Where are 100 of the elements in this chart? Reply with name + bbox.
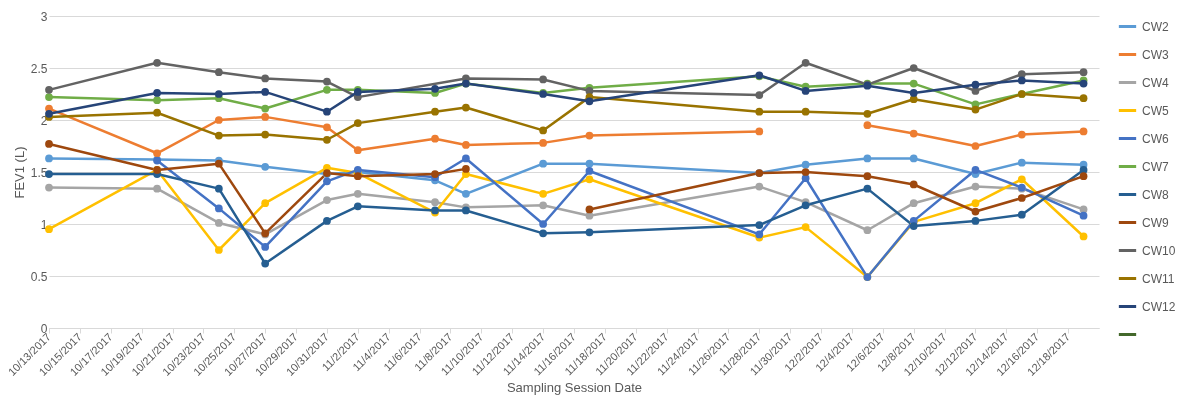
point [153,96,161,105]
point [971,142,980,150]
point [863,184,872,193]
legend-label: CW9 [1142,215,1169,230]
point [1079,232,1088,241]
y-tick-label: 0.5 [30,269,48,284]
point [353,189,362,198]
point [153,108,161,117]
point [153,58,161,67]
point [755,107,764,116]
point [261,130,270,139]
point [323,107,331,116]
point [585,175,594,184]
point [261,199,270,208]
point [971,182,980,191]
point [909,180,918,189]
point [585,205,594,214]
point [1017,130,1026,139]
point [323,123,331,132]
point [909,222,918,230]
point [1079,127,1088,136]
point [45,154,53,163]
point [909,154,918,163]
point [539,75,547,84]
point [755,221,764,229]
point [863,121,872,130]
point [261,259,270,268]
point [539,220,547,228]
point [323,177,331,186]
point [971,105,980,114]
y-tick-label: 2.5 [30,61,48,76]
legend-label: CW5 [1142,103,1169,118]
point [1079,94,1088,103]
point [1017,158,1026,167]
point [585,167,594,175]
point [153,184,161,193]
point [462,165,470,173]
point [539,201,547,210]
point [214,131,223,140]
point [971,80,980,89]
point [353,202,362,211]
point [323,217,331,225]
point [214,219,223,227]
point [261,104,270,113]
point [971,217,980,225]
point [214,90,223,98]
point [323,85,331,94]
point [45,140,53,148]
point [909,89,918,97]
point [462,141,470,149]
point [585,159,594,168]
legend-label: CW12 [1142,299,1176,314]
point [1017,194,1026,202]
point [585,228,594,237]
point [261,74,270,83]
point [863,109,872,118]
legend-label: CW8 [1142,187,1169,202]
point [971,166,980,174]
point [261,162,270,171]
point [323,196,331,204]
point [755,182,764,191]
point [214,204,223,213]
point [261,88,270,96]
point [1017,210,1026,219]
point [971,199,980,208]
point [45,109,53,118]
point [801,107,810,116]
legend-label: CW3 [1142,47,1169,62]
point [353,172,362,181]
point [353,146,362,155]
y-tick-label: 3 [40,9,48,24]
point [971,207,980,216]
point [153,149,161,158]
point [214,116,223,124]
point [45,85,53,94]
point [539,189,547,198]
point [153,89,161,97]
legend-label: CW4 [1142,75,1169,90]
point [214,184,223,193]
point [1017,76,1026,85]
point [801,223,810,231]
point [539,159,547,168]
point [539,126,547,135]
point [214,246,223,254]
point [431,198,439,207]
point [863,172,872,181]
legend-label: CW10 [1142,243,1176,258]
point [261,243,270,251]
legend-label: CW7 [1142,159,1169,174]
point [323,135,331,144]
point [1079,172,1088,181]
point [462,154,470,163]
point [585,97,594,106]
point [801,160,810,169]
legend-label: CW2 [1142,19,1169,34]
legend-label: CW6 [1142,131,1169,146]
point [1079,68,1088,77]
point [214,68,223,77]
point [462,103,470,112]
point [353,119,362,127]
